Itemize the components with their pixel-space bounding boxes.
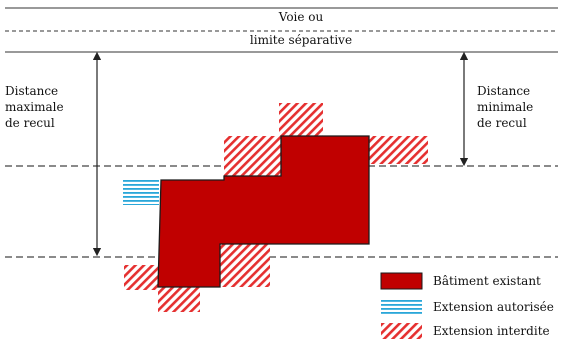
forbidden-extension-top [279, 103, 323, 136]
legend-label-existing: Bâtiment existant [433, 274, 541, 288]
min-distance-label-line3: de recul [477, 116, 527, 130]
forbidden-extension-right [369, 136, 428, 164]
legend-swatch-existing [380, 272, 423, 290]
legend-swatch-forbidden [381, 323, 422, 339]
forbidden-extension-upper-left [224, 136, 281, 176]
forbidden-extension-bottom [158, 287, 200, 312]
legend-label-authorized: Extension autorisée [433, 300, 554, 314]
forbidden-extension-lower-right [220, 244, 270, 287]
legend-swatch-authorized [381, 299, 422, 315]
max-distance-label-line2: maximale [5, 100, 64, 114]
road-label-line2: limite séparative [249, 33, 353, 47]
authorized-extension [123, 180, 159, 205]
existing-building [157, 135, 370, 288]
forbidden-extension-lower-left [124, 265, 160, 290]
legend-label-forbidden: Extension interdite [433, 324, 550, 338]
road-label-line1: Voie ou [278, 10, 324, 24]
min-distance-label-line1: Distance [477, 84, 531, 98]
max-distance-label-line3: de recul [5, 116, 55, 130]
max-distance-label-line1: Distance [5, 84, 59, 98]
min-distance-label-line2: minimale [477, 100, 534, 114]
